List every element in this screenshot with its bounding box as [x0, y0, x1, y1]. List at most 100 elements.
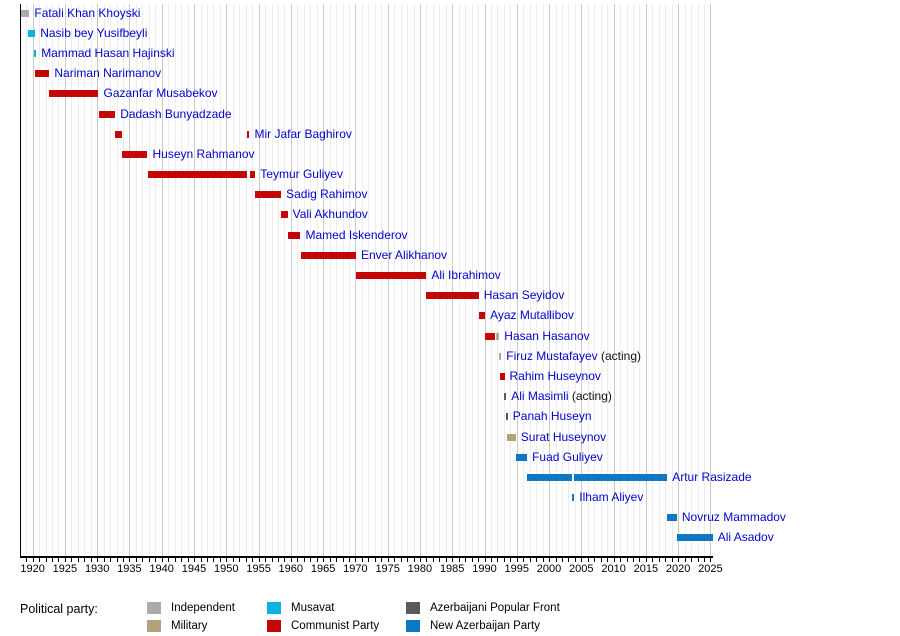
pm-name-link[interactable]: Ayaz Mutallibov: [490, 308, 574, 323]
term-bar[interactable]: [249, 171, 256, 178]
axis-tick: [90, 558, 92, 562]
gridline: [497, 4, 499, 556]
pm-name-link[interactable]: Hasan Hasanov: [504, 328, 590, 343]
gridline: [490, 4, 492, 556]
gridline: [323, 4, 325, 556]
term-bar[interactable]: [300, 251, 356, 259]
term-bar[interactable]: [356, 272, 427, 279]
term-bar[interactable]: [515, 453, 528, 461]
pm-name-link[interactable]: Mamed Iskenderov: [305, 227, 408, 242]
term-bar[interactable]: [426, 292, 479, 300]
term-bar[interactable]: [287, 231, 301, 239]
term-bar[interactable]: [98, 110, 116, 118]
axis-year-label: 1945: [181, 563, 207, 575]
pm-name-link[interactable]: Huseyn Rahmanov: [152, 146, 255, 161]
term-bar[interactable]: [147, 171, 247, 178]
term-bar[interactable]: [499, 352, 502, 360]
term-bar[interactable]: [115, 130, 123, 138]
pm-name-link[interactable]: Nasib bey Yusifbeyli: [40, 25, 148, 40]
gridline: [142, 4, 144, 556]
axis-year-label: 1985: [439, 563, 465, 575]
term-bar[interactable]: [500, 372, 505, 380]
legend-swatch-military: [147, 620, 161, 632]
axis-tick: [587, 558, 589, 562]
pm-name-link[interactable]: Ilham Aliyev: [579, 490, 644, 505]
pm-name-link[interactable]: Rahim Huseynov: [509, 368, 601, 383]
pm-name-link[interactable]: Ali Ibrahimov: [431, 268, 501, 282]
axis-tick: [194, 558, 195, 562]
pm-name-link[interactable]: Dadash Bunyadzade: [120, 106, 232, 121]
gridline: [645, 4, 647, 556]
gridline: [574, 4, 576, 556]
axis-tick: [258, 558, 260, 562]
pm-name-link[interactable]: Novruz Mammadov: [681, 510, 786, 525]
term-bar[interactable]: [21, 9, 30, 17]
gridline: [219, 4, 221, 556]
pm-name-link[interactable]: Ali Masimli: [511, 389, 569, 404]
gridline: [581, 4, 583, 556]
axis-tick: [613, 558, 615, 562]
gridline: [368, 4, 370, 556]
term-bar[interactable]: [495, 332, 500, 340]
pm-name-link[interactable]: Teymur Guliyev: [260, 167, 343, 181]
term-bar[interactable]: [122, 150, 148, 158]
pm-row-label: Surat Huseynov: [521, 430, 606, 445]
pm-name-link[interactable]: Panah Huseyn: [512, 409, 592, 424]
term-bar[interactable]: [34, 49, 37, 57]
pm-name-link[interactable]: Fatali Khan Khoyski: [34, 5, 141, 20]
term-bar[interactable]: [478, 312, 486, 320]
legend-label: Military: [171, 620, 208, 632]
gridline: [394, 4, 396, 556]
gridline: [503, 4, 505, 556]
term-bar[interactable]: [527, 473, 573, 481]
axis-year-label: 1975: [375, 563, 400, 575]
pm-name-link[interactable]: Fuad Guliyev: [532, 449, 603, 464]
gridline: [123, 4, 124, 556]
pm-row-label: Artur Rasizade: [672, 470, 751, 485]
gridline: [568, 4, 570, 556]
term-bar[interactable]: [255, 191, 282, 199]
pm-row-label: Mammad Hasan Hajinski: [41, 46, 174, 61]
gridline: [516, 4, 518, 556]
term-bar[interactable]: [505, 413, 508, 421]
term-bar[interactable]: [28, 29, 36, 37]
pm-name-link[interactable]: Gazanfar Musabekov: [103, 86, 218, 101]
term-bar[interactable]: [485, 332, 496, 340]
term-bar[interactable]: [507, 433, 516, 441]
pm-row-label: Ali Ibrahimov: [431, 268, 500, 283]
term-bar[interactable]: [573, 473, 668, 481]
term-bar[interactable]: [504, 393, 507, 401]
term-bar[interactable]: [572, 494, 575, 502]
axis-tick: [697, 558, 699, 562]
term-bar[interactable]: [35, 70, 50, 78]
gridline: [652, 4, 654, 556]
axis-tick: [523, 558, 525, 562]
axis-tick: [316, 558, 318, 562]
gridline: [181, 4, 183, 556]
axis-tick: [161, 558, 163, 562]
term-bar[interactable]: [246, 130, 250, 138]
term-bar[interactable]: [667, 514, 677, 522]
pm-name-link[interactable]: Vali Akhundov: [292, 207, 368, 222]
axis-tick: [671, 558, 673, 562]
acting-label: (acting): [568, 389, 612, 404]
pm-name-link[interactable]: Artur Rasizade: [672, 469, 752, 484]
term-bar[interactable]: [676, 534, 713, 542]
pm-name-link[interactable]: Ali Asadov: [717, 530, 774, 545]
legend-label: Independent: [171, 602, 235, 614]
axis-tick: [633, 558, 634, 562]
pm-name-link[interactable]: Nariman Narimanov: [54, 66, 162, 81]
pm-name-link[interactable]: Enver Alikhanov: [361, 247, 448, 262]
pm-name-link[interactable]: Mir Jafar Baghirov: [254, 126, 352, 141]
pm-name-link[interactable]: Mammad Hasan Hajinski: [41, 45, 175, 60]
axis-tick: [168, 558, 170, 562]
plot-area: Fatali Khan Khoyski Nasib bey Yusifbeyli M…: [20, 4, 786, 558]
term-bar[interactable]: [49, 90, 99, 98]
pm-name-link[interactable]: Hasan Seyidov: [483, 288, 565, 303]
term-bar[interactable]: [281, 211, 288, 219]
pm-name-link[interactable]: Firuz Mustafayev: [506, 348, 598, 363]
axis-tick: [84, 558, 86, 562]
pm-name-link[interactable]: Sadig Rahimov: [286, 187, 368, 202]
pm-name-link[interactable]: Surat Huseynov: [520, 429, 607, 444]
axis-tick: [561, 558, 563, 562]
